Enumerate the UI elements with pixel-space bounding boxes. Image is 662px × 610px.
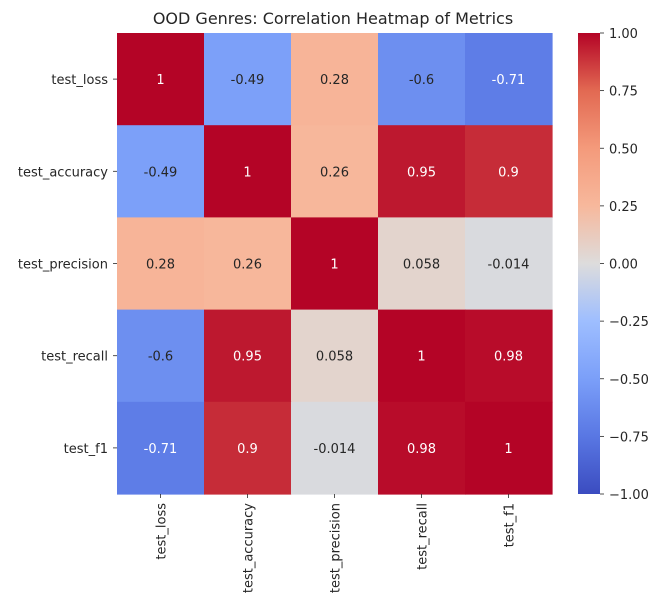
cell-annotation: 0.95: [407, 165, 436, 180]
cell-annotation: 0.98: [407, 442, 436, 457]
heatmap-cell: [117, 401, 205, 495]
heatmap-cell: [117, 217, 205, 311]
heatmap-cells: 1 -0.49 0.28 -0.6 -0.71 -0.49 1 0.26 0.95 0.9 0.28…: [117, 33, 553, 495]
x-tick-label: test_loss: [155, 503, 170, 560]
cell-annotation: 0.98: [494, 350, 523, 365]
heatmap-cell: [204, 401, 292, 495]
cell-annotation: 0.95: [233, 350, 262, 365]
heatmap-cell: [378, 217, 466, 311]
cell-annotation: -0.014: [488, 258, 530, 273]
cell-annotation: 0.28: [320, 73, 349, 88]
x-tick-label: test_precision: [329, 503, 344, 593]
colorbar-gradient: [578, 33, 600, 494]
heatmap-cell: [291, 401, 379, 495]
heatmap-cell: [465, 33, 553, 126]
cell-annotation: -0.014: [314, 442, 356, 457]
chart-title: OOD Genres: Correlation Heatmap of Metri…: [153, 9, 513, 28]
heatmap-cell: [117, 125, 205, 218]
x-tick-label: test_accuracy: [242, 503, 257, 593]
heatmap-cell: [204, 309, 292, 403]
colorbar-tick-label: −0.50: [609, 373, 649, 388]
heatmap-cell: [378, 33, 466, 126]
heatmap-cell: [291, 125, 379, 218]
column-labels: test_loss test_accuracy test_precision test…: [155, 494, 518, 593]
heatmap-cell: [465, 125, 553, 218]
cell-annotation: 0.26: [233, 258, 262, 273]
colorbar-tick-label: 0.50: [609, 142, 638, 157]
heatmap-cell: [204, 125, 292, 218]
heatmap-cell: [378, 125, 466, 218]
colorbar-tick-label: 0.25: [609, 200, 638, 215]
heatmap-cell: [378, 309, 466, 403]
cell-annotation: 1: [417, 350, 425, 365]
heatmap-cell: [204, 33, 292, 126]
x-tick-label: test_f1: [503, 503, 518, 547]
cell-annotation: 0.26: [320, 165, 349, 180]
colorbar-tick-label: 1.00: [609, 27, 638, 42]
colorbar: 1.00 0.75 0.50 0.25 0.00 −0.25 −0.50 −0.75 −1.00: [578, 27, 649, 503]
colorbar-tick-label: −0.25: [609, 315, 649, 330]
heatmap-cell: [117, 33, 205, 126]
y-tick-label: test_recall: [41, 350, 108, 365]
heatmap-cell: [465, 217, 553, 311]
cell-annotation: -0.49: [144, 165, 178, 180]
cell-annotation: -0.6: [148, 350, 173, 365]
y-tick-label: test_loss: [51, 73, 108, 88]
heatmap-cell: [117, 309, 205, 403]
cell-annotation: 0.9: [237, 442, 258, 457]
x-tick-label: test_recall: [416, 503, 431, 570]
cell-annotation: -0.6: [409, 73, 434, 88]
colorbar-tick-label: −1.00: [609, 488, 649, 503]
heatmap-cell: [291, 217, 379, 311]
y-tick-label: test_precision: [18, 258, 108, 273]
heatmap-cell: [465, 401, 553, 495]
cell-annotation: 1: [156, 73, 164, 88]
y-tick-label: test_accuracy: [18, 165, 108, 180]
heatmap-cell: [204, 217, 292, 311]
y-tick-label: test_f1: [64, 442, 108, 457]
cell-annotation: 1: [243, 165, 251, 180]
cell-annotation: 1: [504, 442, 512, 457]
cell-annotation: -0.71: [492, 73, 526, 88]
heatmap-cell: [465, 309, 553, 403]
colorbar-tick-label: 0.75: [609, 85, 638, 100]
cell-annotation: 0.9: [498, 165, 519, 180]
heatmap-cell: [291, 309, 379, 403]
cell-annotation: 0.058: [403, 258, 440, 273]
cell-annotation: -0.49: [231, 73, 265, 88]
cell-annotation: -0.71: [144, 442, 178, 457]
colorbar-tick-label: 0.00: [609, 258, 638, 273]
cell-annotation: 0.28: [146, 258, 175, 273]
cell-annotation: 0.058: [316, 350, 353, 365]
heatmap-cell: [378, 401, 466, 495]
colorbar-tick-label: −0.75: [609, 430, 649, 445]
heatmap-cell: [291, 33, 379, 126]
row-labels: test_loss test_accuracy test_precisiontest…: [18, 73, 117, 457]
cell-annotation: 1: [330, 258, 338, 273]
